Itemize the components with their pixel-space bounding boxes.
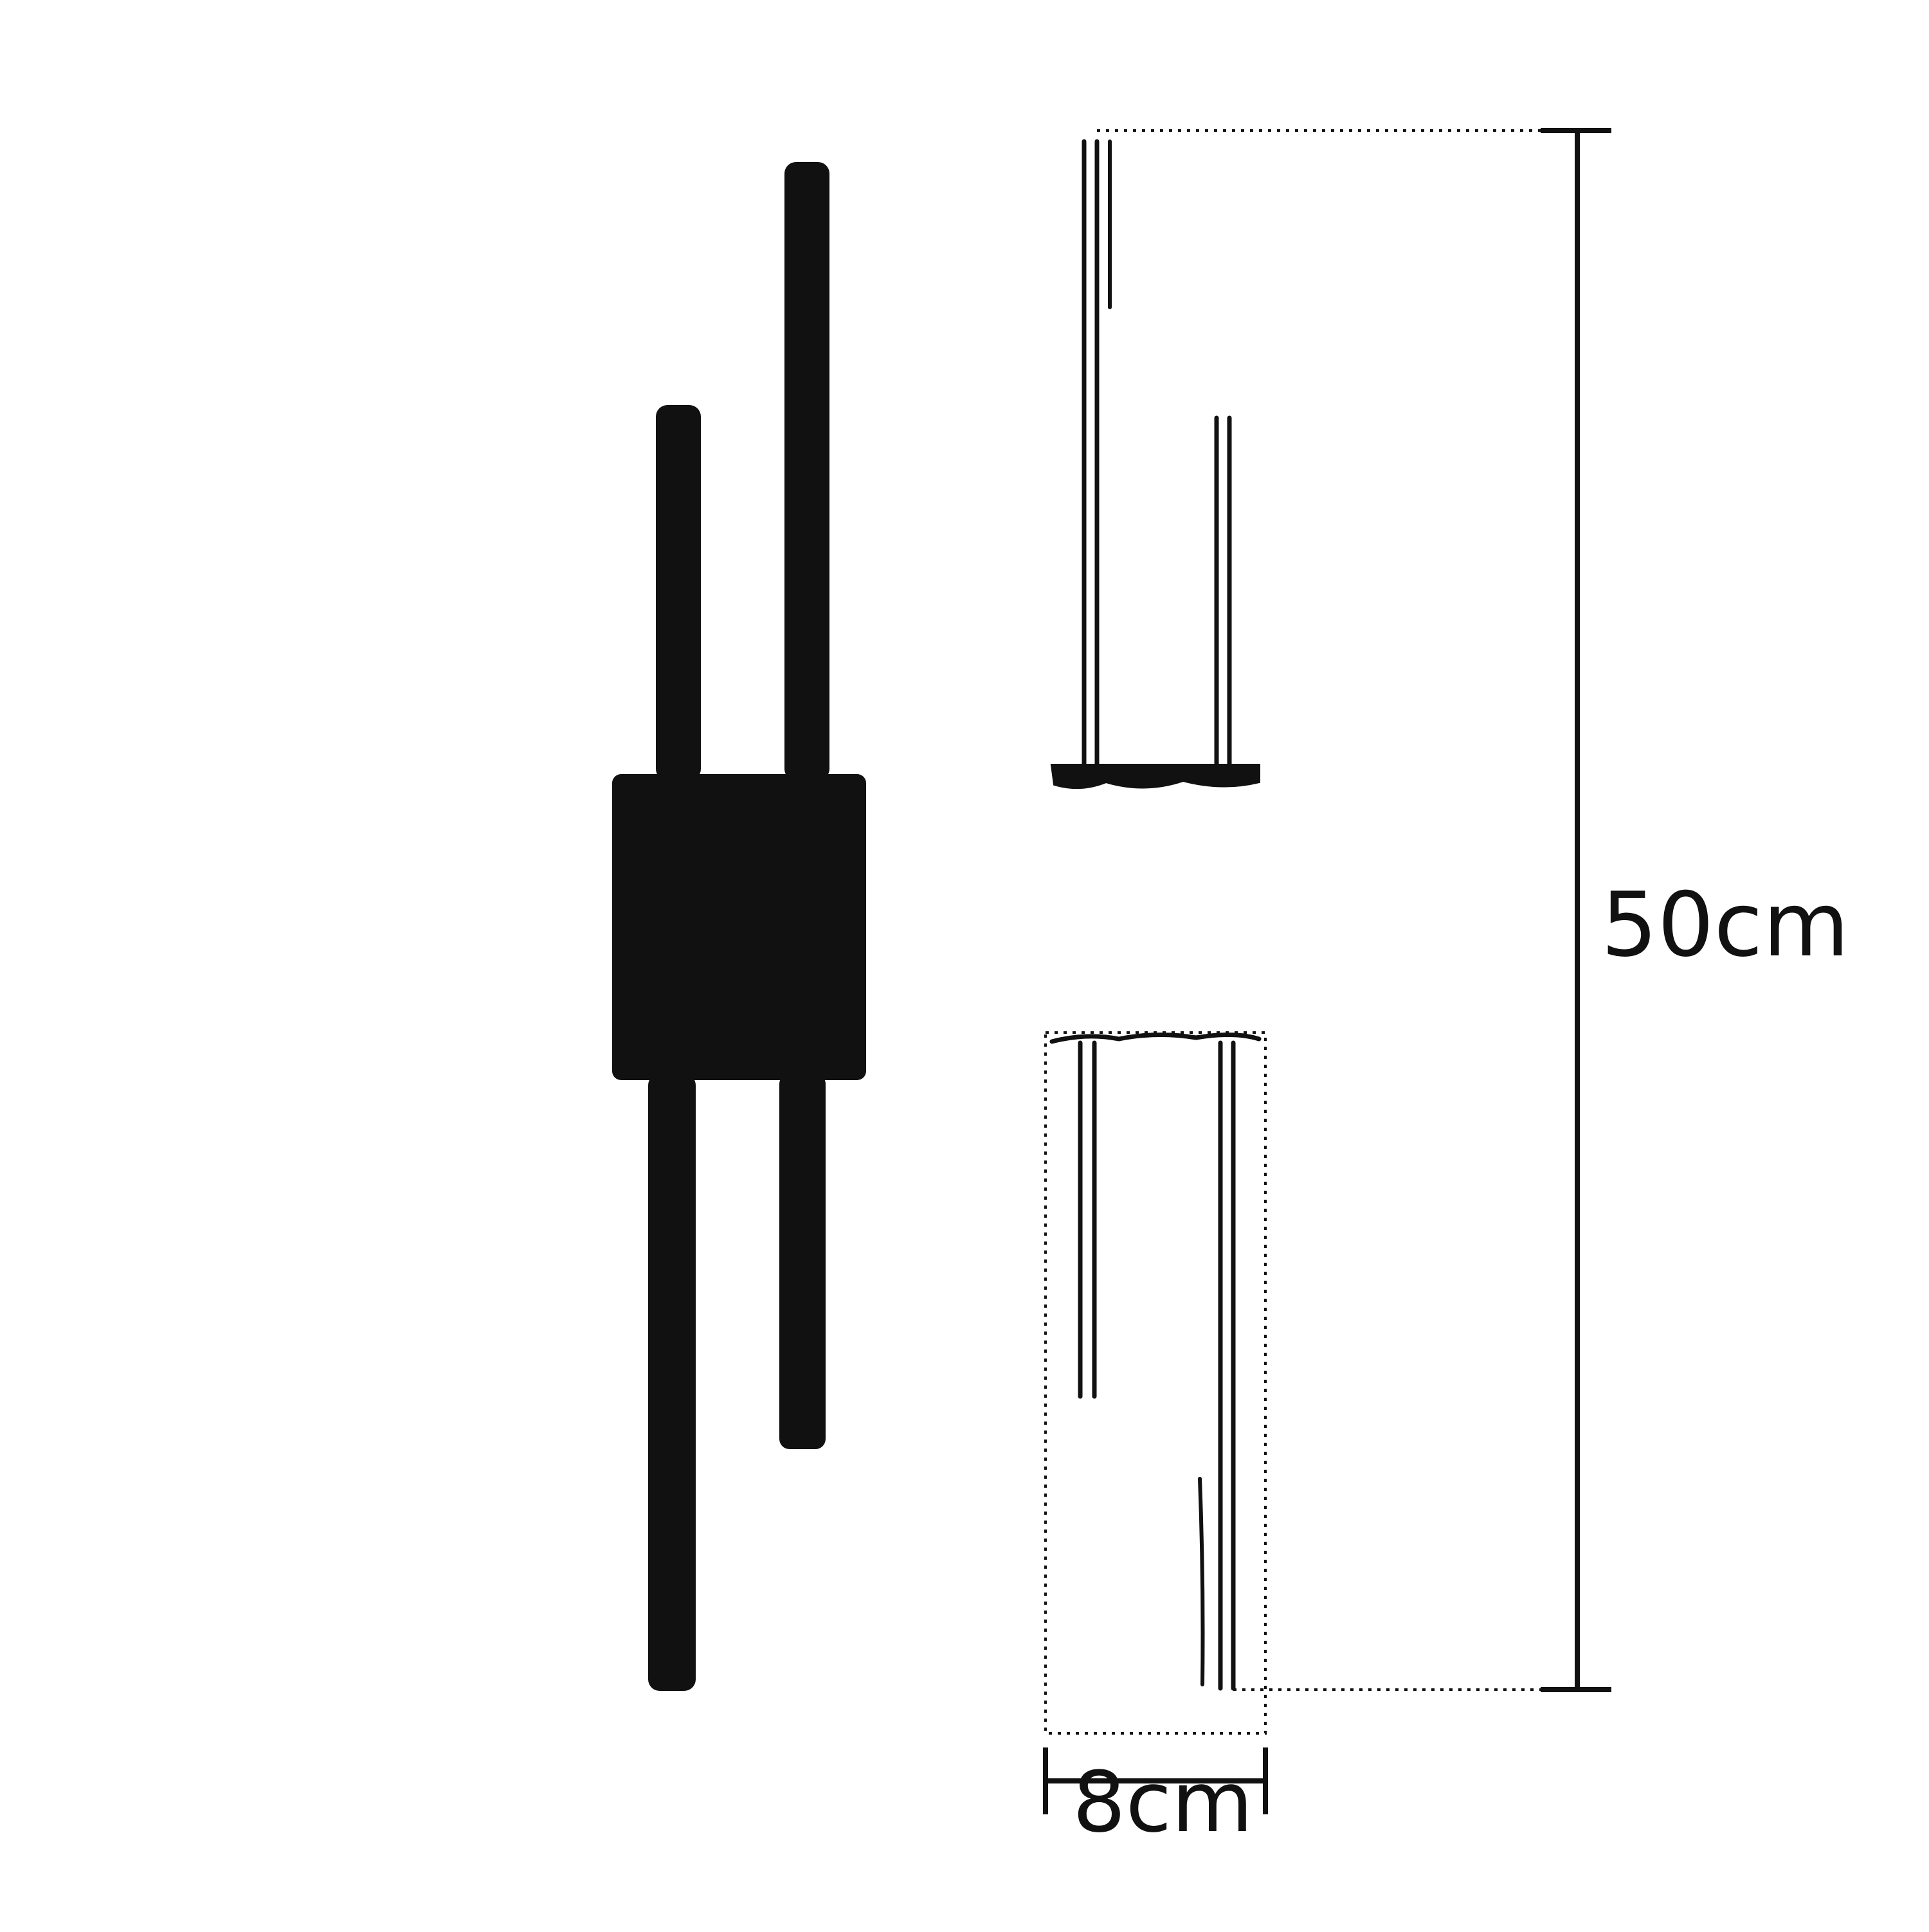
lamp-front-silhouette [612, 162, 866, 1691]
side-lower-rod-taper [1198, 1477, 1205, 1686]
width-reference-box [1044, 1031, 1267, 1735]
upper-right-rod [784, 162, 829, 781]
side-lower-base-plate [1049, 1032, 1262, 1044]
lower-left-rod [648, 1074, 696, 1691]
height-dimension-label: 50cm [1601, 873, 1849, 977]
side-upper-base-plate [1050, 764, 1260, 790]
wall-mount-block [612, 774, 866, 1080]
lamp-side-view [1049, 139, 1262, 1691]
dotted-guides [1044, 129, 1543, 1735]
width-dimension-label: 8cm [1073, 1753, 1253, 1851]
lower-right-rod [779, 1074, 826, 1449]
upper-left-rod [656, 405, 701, 781]
height-dimension-marker [1541, 128, 1611, 1692]
width-dimension-marker [1043, 1747, 1268, 1814]
